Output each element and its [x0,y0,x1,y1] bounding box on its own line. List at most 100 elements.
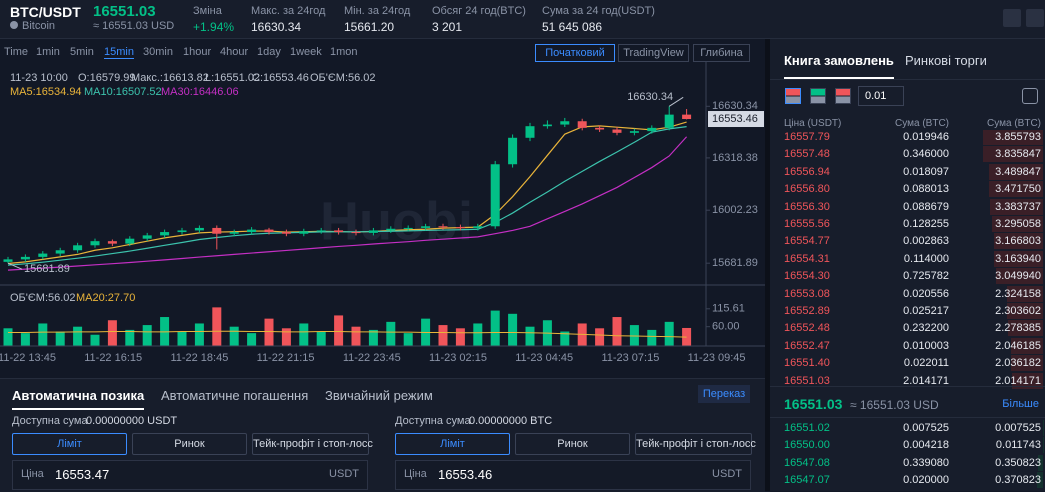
interval-tab[interactable]: 1hour [183,46,211,58]
amount: 2.014171 [903,375,949,387]
order-panel: Автоматична позика Автоматичне погашення З… [0,378,765,492]
volume-bar [230,327,239,346]
price: 16554.30 [784,270,830,282]
x-tick-label: 11-22 23:45 [343,352,401,364]
interval-tab[interactable]: 1min [36,46,60,58]
volume-bar [508,314,517,346]
interval-tab[interactable]: 4hour [220,46,248,58]
total: 3.383737 [995,201,1041,213]
chart-mode[interactable]: TradingView [618,44,689,62]
transfer-button[interactable]: Переказ [698,385,750,403]
interval-tab[interactable]: 1week [290,46,322,58]
view-toggle[interactable] [835,88,851,104]
chart-mode[interactable]: Глибина [693,44,750,62]
mode-tab[interactable]: Звичайний режим [325,388,433,403]
view-toggle[interactable] [810,88,826,104]
order-type-button[interactable]: Тейк-профіт і стоп-лосс [635,433,752,455]
book-tab[interactable]: Книга замовлень [784,53,894,79]
price: 16555.56 [784,218,830,230]
price: 16556.30 [784,201,830,213]
interval-tab[interactable]: Time [4,46,28,58]
x-tick-label: 11-22 21:15 [257,352,315,364]
total: 2.303602 [995,305,1041,317]
interval-tab[interactable]: 1mon [330,46,358,58]
legend-entry: MA10:16507.52 [84,86,162,98]
volume-bar [178,332,187,346]
mid-line [770,417,1045,418]
available-value: 0.00000000 BTC [469,415,552,427]
amount: 0.025217 [903,305,949,317]
amount: 0.346000 [903,148,949,160]
chart-mode[interactable]: Початковий [535,44,615,62]
price: 16552.47 [784,340,830,352]
mode-tab[interactable]: Автоматичне погашення [161,388,308,403]
amount: 0.004218 [903,439,949,451]
interval-tab[interactable]: 5min [70,46,94,58]
total: 2.046185 [995,340,1041,352]
last-price: 16551.03 [784,396,842,412]
col-header: Ціна (USDT) [784,118,841,129]
candle-body [265,230,274,232]
favorite-button[interactable] [1003,9,1021,27]
interval-tab[interactable]: 1day [257,46,281,58]
y-tick-label: 16002.23 [712,204,758,216]
y-tick-label: 16318.38 [712,152,758,164]
total: 3.163940 [995,253,1041,265]
refresh-button[interactable] [1022,88,1038,104]
mode-tab[interactable]: Автоматична позика [12,388,144,410]
x-tick-label: 11-23 02:15 [429,352,487,364]
candle-body [595,128,604,130]
volume-bar [386,322,395,346]
theme-button[interactable] [1026,9,1044,27]
y-tick-label: 16630.34 [712,100,758,112]
ohlc-info: 11-23 10:00 [10,72,68,84]
candle-body [369,230,378,232]
x-tick-label: 11-22 18:45 [170,352,228,364]
price: 16557.48 [784,148,830,160]
order-type-button[interactable]: Ринок [515,433,630,455]
candle-body [404,228,413,229]
candle-body [647,128,656,131]
volume-bar [647,330,656,346]
amount: 0.022011 [904,357,949,369]
volume-bar [613,317,622,346]
price-label: Ціна [404,468,427,480]
price-unit: USDT [712,468,742,480]
interval-tab[interactable]: 15min [104,46,134,59]
ohlc-info: O:16579.99 [78,72,136,84]
amount: 0.725782 [903,270,949,282]
legend-entry: MA30:16446.06 [161,86,239,98]
amount: 0.007525 [903,422,949,434]
order-type-button[interactable]: Ліміт [395,433,510,455]
col-header: Сума (BTC) [987,118,1041,129]
order-type-button[interactable]: Тейк-профіт і стоп-лосс [252,433,369,455]
volume-bar [439,325,448,346]
price: 16552.48 [784,322,830,334]
candle-body [21,257,30,259]
total: 2.324158 [995,288,1041,300]
volume-bar [526,327,535,346]
total: 3.855793 [995,131,1041,143]
amount: 0.018097 [903,166,949,178]
candle-body [508,138,517,164]
total: 0.011743 [996,439,1041,451]
y-tick-label: 60.00 [712,321,740,333]
interval-tab[interactable]: 30min [143,46,173,58]
more-link[interactable]: Більше [1002,398,1039,410]
price: 16551.03 [784,375,830,387]
order-type-button[interactable]: Ринок [132,433,247,455]
candle-body [282,232,291,234]
order-type-button[interactable]: Ліміт [12,433,127,455]
price: 16556.94 [784,166,830,178]
book-tab[interactable]: Ринкові торги [905,53,987,68]
volume-bar [73,327,82,346]
price: 16551.02 [784,422,830,434]
precision-select[interactable]: 0.01 [858,86,904,106]
x-tick-label: 11-23 09:45 [688,352,746,364]
y-tick-label: 15681.89 [712,257,758,269]
ohlc-info: Макс.:16613.82 [131,72,209,84]
view-toggle[interactable] [785,88,801,104]
price: 16550.00 [784,439,830,451]
